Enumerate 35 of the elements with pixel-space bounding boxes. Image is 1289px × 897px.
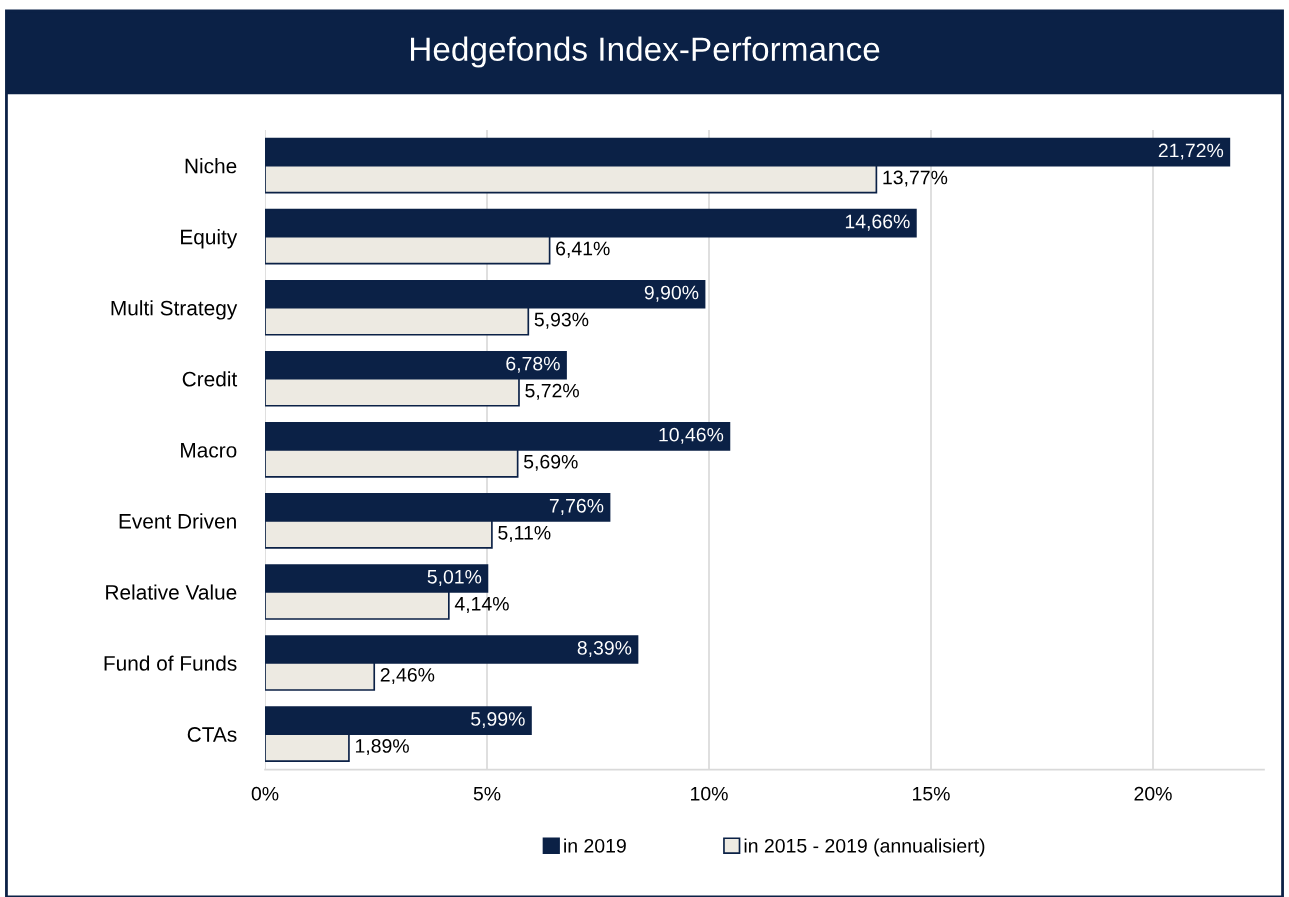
data-label: 14,66% — [845, 214, 910, 231]
x-tick-label: 20% — [1134, 786, 1172, 801]
y-tick-label: Fund of Funds — [104, 655, 237, 671]
data-label: 13,77% — [883, 170, 948, 187]
y-tick-label: Equity — [181, 229, 238, 249]
y-tick-label: CTAs — [187, 727, 237, 742]
data-label: 7,76% — [549, 498, 604, 515]
data-label: 1,89% — [355, 739, 409, 756]
data-label: 5,01% — [427, 569, 482, 586]
x-tick-label: 15% — [913, 786, 950, 801]
data-label: 10,46% — [659, 427, 724, 444]
legend-label: in 2015 - 2019 (annualisiert) — [744, 838, 985, 857]
legend-label: in 2019 — [564, 838, 626, 853]
data-label: 8,39% — [577, 640, 632, 658]
x-tick-label: 10% — [691, 786, 728, 801]
data-label: 6,41% — [556, 241, 610, 258]
data-label: 6,78% — [506, 356, 560, 373]
x-tick-label: 5% — [473, 786, 501, 801]
chart-title: Hedgefonds Index-Performance — [411, 36, 880, 68]
data-label: 5,11% — [498, 525, 551, 542]
data-label: 5,99% — [471, 712, 525, 729]
data-label: 2,46% — [380, 667, 435, 685]
data-label: 5,93% — [534, 312, 589, 329]
data-label: 21,72% — [1158, 143, 1224, 160]
data-label: 5,69% — [523, 454, 578, 471]
y-tick-label: Event Driven — [119, 513, 236, 529]
y-tick-label: Relative Value — [106, 584, 237, 600]
data-label: 5,72% — [525, 383, 579, 400]
data-label: 4,14% — [454, 597, 509, 613]
y-tick-label: Niche — [185, 158, 237, 174]
y-tick-label: Multi Strategy — [111, 300, 238, 320]
y-tick-label: Credit — [182, 371, 238, 387]
x-tick-label: 0% — [251, 786, 279, 801]
data-label: 9,90% — [644, 285, 699, 302]
y-tick-label: Macro — [181, 443, 237, 458]
